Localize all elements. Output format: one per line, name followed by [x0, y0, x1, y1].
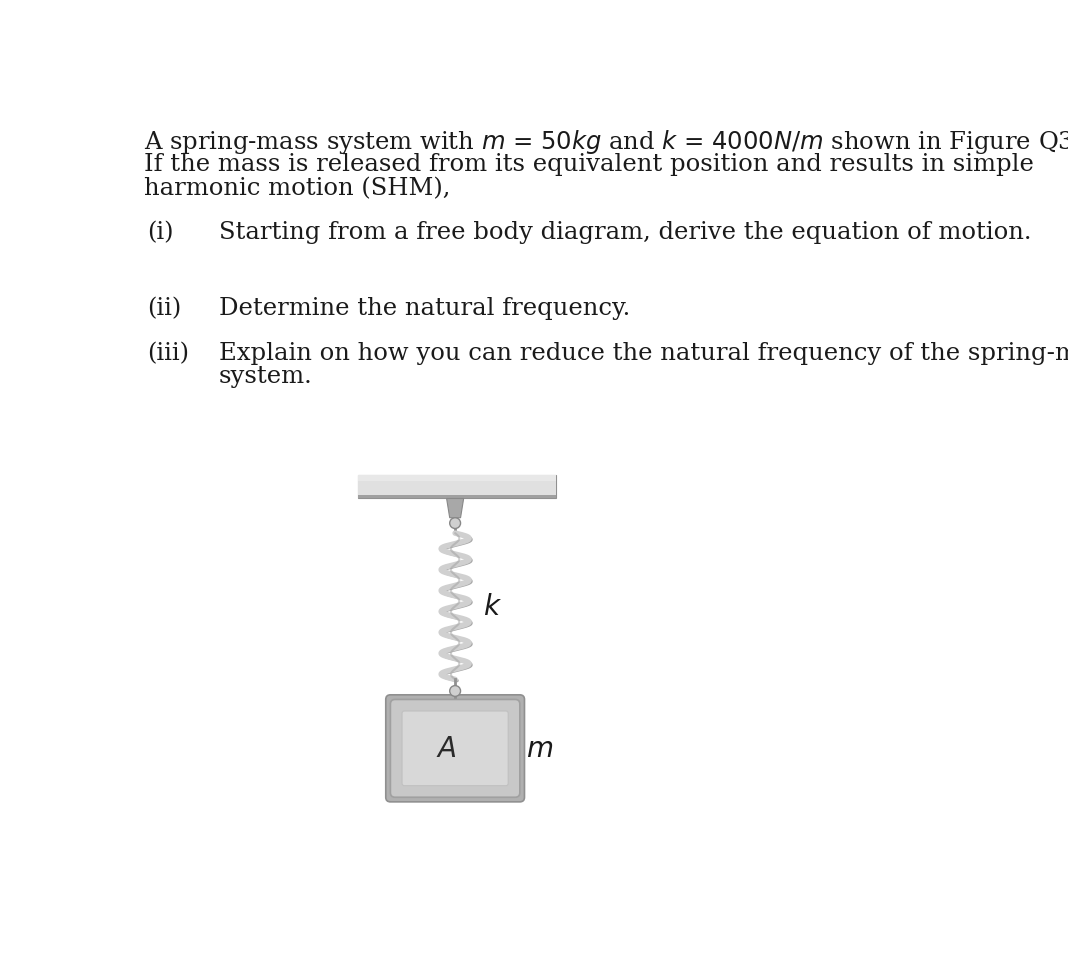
- Circle shape: [450, 518, 460, 529]
- Bar: [358, 476, 555, 481]
- Bar: [358, 476, 555, 496]
- Text: $m$: $m$: [527, 735, 553, 762]
- Bar: [358, 476, 555, 499]
- Text: (iii): (iii): [147, 342, 189, 365]
- Text: $k$: $k$: [483, 593, 502, 620]
- Text: If the mass is released from its equivalent position and results in simple: If the mass is released from its equival…: [144, 152, 1034, 175]
- Text: A spring-mass system with $m$ = $\mathit{50kg}$ and $k$ = $\mathit{4000N/m}$ sho: A spring-mass system with $m$ = $\mathit…: [144, 129, 1068, 156]
- Text: (i): (i): [147, 220, 174, 243]
- FancyBboxPatch shape: [391, 700, 520, 798]
- FancyBboxPatch shape: [402, 711, 508, 786]
- Text: (ii): (ii): [147, 296, 182, 319]
- Text: Determine the natural frequency.: Determine the natural frequency.: [219, 296, 630, 319]
- Text: system.: system.: [219, 365, 313, 388]
- Text: $A$: $A$: [436, 735, 456, 762]
- Bar: [358, 496, 555, 499]
- Polygon shape: [446, 499, 464, 518]
- Circle shape: [450, 686, 460, 697]
- Text: Starting from a free body diagram, derive the equation of motion.: Starting from a free body diagram, deriv…: [219, 220, 1032, 243]
- FancyBboxPatch shape: [386, 695, 524, 802]
- Text: Explain on how you can reduce the natural frequency of the spring-mass: Explain on how you can reduce the natura…: [219, 342, 1068, 365]
- Text: harmonic motion (SHM),: harmonic motion (SHM),: [144, 177, 451, 200]
